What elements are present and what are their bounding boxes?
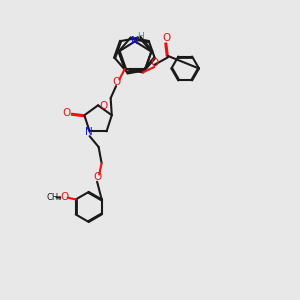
Text: N: N — [131, 36, 139, 46]
Text: O: O — [112, 77, 120, 87]
Text: N: N — [85, 127, 92, 137]
Text: CH₃: CH₃ — [46, 193, 62, 202]
Text: H: H — [137, 32, 144, 41]
Text: O: O — [63, 109, 71, 118]
Text: O: O — [60, 192, 68, 202]
Text: O: O — [162, 33, 170, 43]
Text: O: O — [99, 101, 107, 111]
Text: O: O — [93, 172, 101, 182]
Text: O: O — [151, 58, 159, 68]
